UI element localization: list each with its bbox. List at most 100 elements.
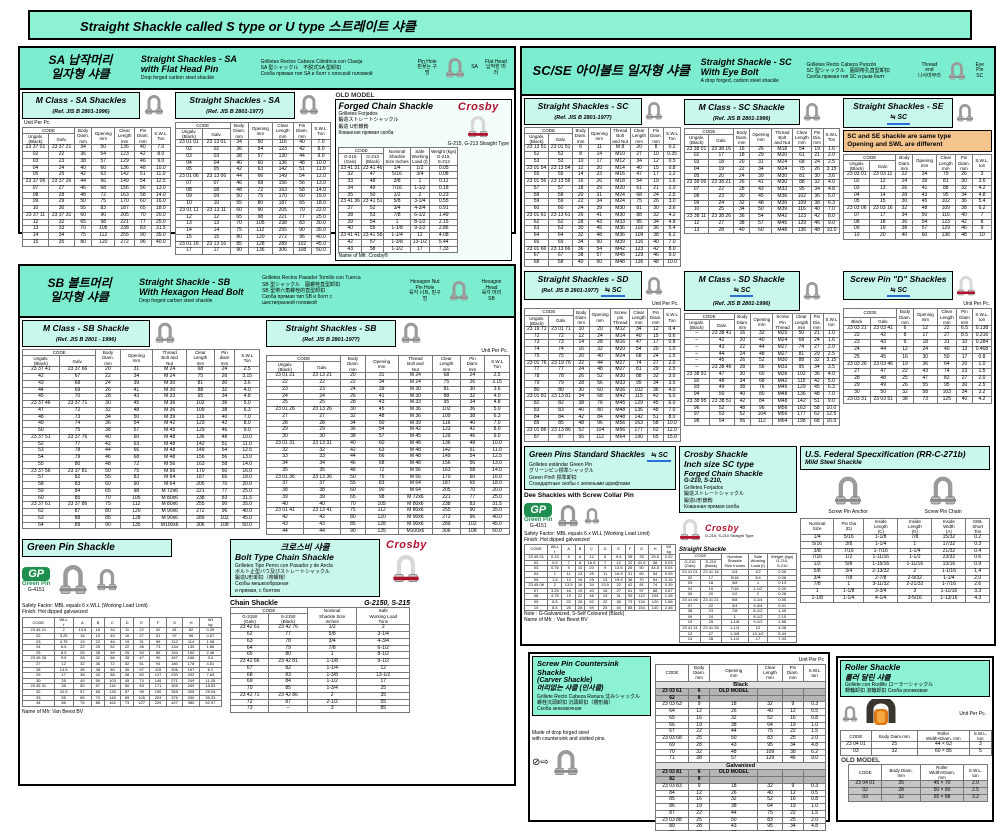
roller-titlebox: Roller Shackle 롤러 달린 샤클 Grillete con Rod… xyxy=(840,660,990,698)
cell: 40 xyxy=(733,226,751,235)
cell: 54 xyxy=(459,453,486,462)
cell: 0.8 xyxy=(663,339,681,348)
cs-note: Made of drop forged steel with countersi… xyxy=(532,729,606,742)
cell xyxy=(781,687,805,696)
cell: 30 xyxy=(733,192,751,201)
sb-header-band: SB 볼트머리 일자형 샤클 Straight Shackle - SB Wit… xyxy=(20,266,514,318)
column-header: H xyxy=(647,544,663,556)
cell: 140 xyxy=(647,604,663,612)
cell: 12.5 xyxy=(822,411,841,420)
cell: 116 xyxy=(186,413,215,422)
cell: 136 xyxy=(629,406,649,415)
cs-languages: Grillete Recto Cabeza Ranura 沈みシャックル 螺栓沉… xyxy=(537,693,640,713)
sa-diagram-label: SA xyxy=(471,64,478,71)
cell: 58 xyxy=(810,404,824,413)
cell: M48 xyxy=(609,259,631,267)
cell: 23 13 86 xyxy=(548,427,574,435)
cell: 8.0 xyxy=(484,426,510,435)
cell: 96 xyxy=(750,404,774,413)
sa-shackle-icon xyxy=(445,55,465,81)
column-header: Ungalv. (Black) xyxy=(22,354,60,368)
sa-mclass-ref: (Ref. JIS B 2801-1996) xyxy=(52,109,110,116)
cell: 90 xyxy=(213,501,236,510)
cell: 44 xyxy=(303,527,342,536)
cell: 32 xyxy=(459,392,486,401)
cell: 26 xyxy=(213,373,236,381)
cs-sub: (Carver Shackle) xyxy=(537,677,593,684)
cell: 16.0 xyxy=(822,418,841,426)
roller-table-new: CODE Body Diam.mm Roller Width×Diam. mm S.W… xyxy=(840,730,993,756)
cell: 78 xyxy=(548,373,574,381)
gps-finish: Finish: Hot dipped galvanized xyxy=(524,537,590,544)
cell: 78 xyxy=(523,373,550,381)
cell: 3-5/16 xyxy=(897,594,933,603)
column-header: Opening mm xyxy=(91,126,116,146)
sc-table: CODE Body Diam. mm Opening mm Thread Bolt a… xyxy=(523,126,681,267)
cell: – xyxy=(683,344,710,352)
sb77-shackle-icon xyxy=(400,320,422,346)
cell: 10 xyxy=(972,232,992,240)
cell: 32 xyxy=(870,748,919,756)
cell: Black xyxy=(655,680,826,689)
cell: 1.5 xyxy=(663,352,681,361)
cell: 4.3 xyxy=(965,594,990,603)
cell: 32 xyxy=(213,386,236,395)
cell: 25 xyxy=(843,353,871,362)
cell: 154 xyxy=(634,604,649,612)
cell: 255 xyxy=(186,501,215,510)
column-header: G-210 (Galv) xyxy=(679,558,701,570)
column-header: Opening mm xyxy=(709,664,759,682)
cell: M100x6 xyxy=(152,521,188,530)
cell: 34 xyxy=(459,399,486,408)
scse-subtitle: A drop forged, carbon steel shackle xyxy=(700,78,779,85)
msc-title: M Class - SC Shackle xyxy=(698,101,785,112)
cell: 13 xyxy=(679,636,701,643)
column-header: Safe Working Load (t) xyxy=(747,553,769,570)
cell: M24 xyxy=(772,337,793,345)
cell: 70 xyxy=(459,487,486,495)
gp-dee-diagram xyxy=(58,560,88,600)
cell: 4.0 xyxy=(663,386,681,395)
cell: 52.97 xyxy=(198,700,223,707)
cell: 57 xyxy=(749,219,773,228)
cell: 48 xyxy=(647,259,665,267)
column-header: Clear Length mm xyxy=(936,308,958,326)
cell: M 48 xyxy=(397,446,434,455)
cell: 54 xyxy=(629,346,649,354)
cell: 60 xyxy=(749,226,773,235)
column-header: Wt kg xyxy=(661,544,676,556)
cell: 104 xyxy=(750,411,774,420)
cell: 24 xyxy=(843,346,871,355)
gps-note: Note : G-Galvanized, S-Self Coloured (Bl… xyxy=(524,611,625,618)
column-header: Clear Length mm xyxy=(629,308,649,327)
column-header: Clear Length mm xyxy=(432,354,461,374)
column-header: S.W.L. Ton xyxy=(150,126,171,146)
cell: 7.33 xyxy=(767,636,797,643)
cell: 170 xyxy=(186,467,215,476)
column-header: Ungalv. (Black) xyxy=(843,159,871,173)
column-header: Roller Width×Diam. mm xyxy=(917,730,970,743)
cell: 34 xyxy=(749,165,773,174)
gps-dee-label: Dee Shackles with Screw Collar Pin xyxy=(524,492,634,500)
column-header: Screw Pin Thread xyxy=(772,312,793,332)
cell: 10.0 xyxy=(234,433,260,442)
cell: 28 xyxy=(699,636,722,643)
cell: 21 xyxy=(810,330,824,339)
cell: 4.2 xyxy=(971,396,993,405)
cell: 127 xyxy=(132,700,151,707)
cell: 104 xyxy=(588,427,612,435)
cell: 34 xyxy=(338,184,362,193)
scse-section: SC/SE 아이볼트 일자형 샤클 Straight Shackle - SC … xyxy=(520,46,996,646)
cell: 22 xyxy=(340,379,366,387)
scse-eye-pin-label: Eye Pin SC xyxy=(975,61,985,79)
sa-mclass-unit: Unit Per Pc. xyxy=(24,119,51,126)
cell: 229 xyxy=(149,700,167,707)
cell: 7.0 xyxy=(234,413,260,422)
cell: 77 xyxy=(213,487,236,496)
cell: 129 xyxy=(757,755,783,764)
cell: 28 xyxy=(574,604,586,612)
cell: M27 xyxy=(772,350,793,359)
cell: 40 xyxy=(936,346,958,355)
gps-pin-icon xyxy=(584,501,600,531)
column-header: G xyxy=(165,617,184,629)
